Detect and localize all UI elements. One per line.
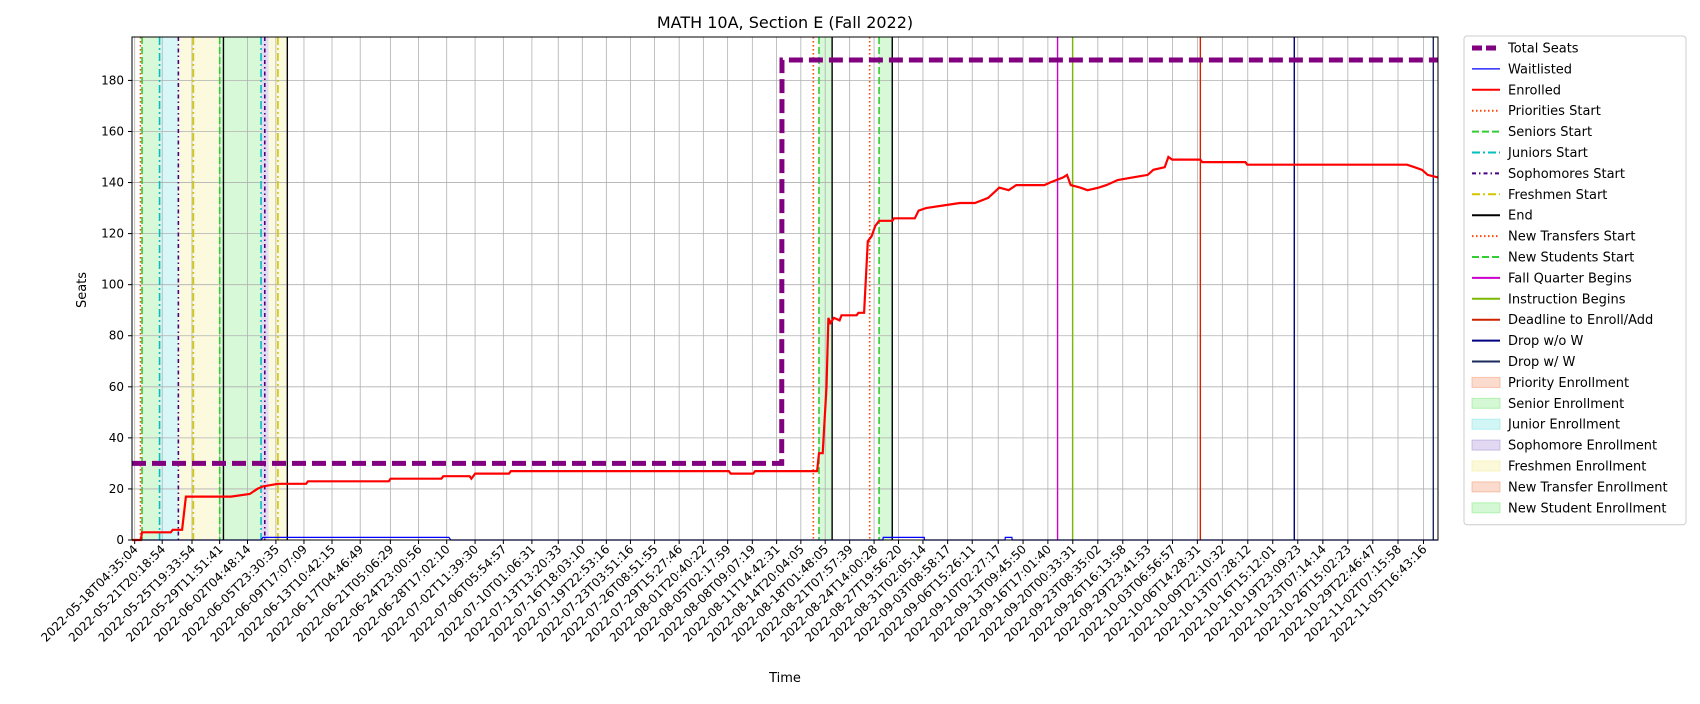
- legend-label: Freshmen Start: [1508, 188, 1607, 203]
- legend-label: Drop w/o W: [1508, 334, 1584, 349]
- y-tick-label: 40: [109, 431, 124, 445]
- enrollment-periods: [142, 37, 893, 540]
- series-waitlisted: [132, 536, 1438, 541]
- legend-label: Senior Enrollment: [1508, 397, 1624, 412]
- data-series: [132, 57, 1439, 542]
- legend-label: New Transfer Enrollment: [1508, 480, 1668, 495]
- chart-title: MATH 10A, Section E (Fall 2022): [657, 13, 913, 32]
- legend-box: [1463, 35, 1687, 526]
- enrollment-span: [178, 37, 220, 540]
- legend-label: Total Seats: [1507, 42, 1579, 57]
- legend: Total Seats Waitlisted Enrolled Priorities …: [1463, 35, 1687, 526]
- legend-label: Fall Quarter Begins: [1508, 271, 1632, 286]
- y-axis-ticks: 0 20 40 60 80 100 120 140 160 180: [101, 73, 132, 547]
- enrollment-span: [879, 37, 893, 540]
- legend-label: Sophomores Start: [1508, 167, 1625, 182]
- x-axis-label: Time: [768, 671, 801, 686]
- grid-lines: [132, 37, 1438, 541]
- legend-label: New Student Enrollment: [1508, 501, 1666, 516]
- legend-swatch: [1471, 439, 1501, 451]
- plot-frame: [131, 36, 1439, 541]
- legend-label: Drop w/ W: [1508, 355, 1576, 370]
- legend-swatch: [1471, 460, 1501, 472]
- y-tick-label: 160: [101, 124, 124, 138]
- legend-label: Seniors Start: [1508, 125, 1592, 140]
- legend-swatch: [1471, 376, 1501, 388]
- legend-label: Junior Enrollment: [1507, 418, 1620, 433]
- series-enrolled: [132, 155, 1439, 542]
- legend-label: New Transfers Start: [1508, 230, 1635, 245]
- y-tick-label: 80: [109, 329, 124, 343]
- series-total-seats: [132, 57, 1438, 466]
- y-tick-label: 0: [116, 533, 124, 547]
- enrollment-span: [261, 37, 269, 540]
- legend-label: Priority Enrollment: [1508, 376, 1629, 391]
- y-tick-label: 120: [101, 227, 124, 241]
- milestone-lines: [139, 37, 1435, 540]
- legend-label: Waitlisted: [1508, 62, 1572, 77]
- legend-swatch: [1471, 502, 1501, 514]
- y-tick-label: 100: [101, 278, 124, 292]
- legend-swatch: [1471, 418, 1501, 430]
- x-axis-ticks: 2022-05-18T04:35:042022-05-21T20:18:5420…: [38, 540, 1430, 645]
- legend-label: Sophomore Enrollment: [1508, 439, 1657, 454]
- legend-label: Priorities Start: [1508, 104, 1601, 119]
- legend-label: Juniors Start: [1507, 146, 1588, 161]
- y-tick-label: 20: [109, 482, 124, 496]
- legend-label: Instruction Begins: [1508, 292, 1626, 307]
- legend-label: End: [1508, 209, 1533, 224]
- y-tick-label: 60: [109, 380, 124, 394]
- enrollment-span: [219, 37, 262, 540]
- legend-swatch: [1471, 481, 1501, 493]
- y-tick-label: 140: [101, 176, 124, 190]
- legend-label: New Students Start: [1508, 251, 1634, 266]
- y-axis-label: Seats: [75, 272, 90, 308]
- enrollment-span: [159, 37, 179, 540]
- legend-label: Freshmen Enrollment: [1508, 460, 1646, 475]
- enrollment-span: [142, 37, 160, 540]
- legend-swatch: [1471, 397, 1501, 409]
- y-tick-label: 180: [101, 73, 124, 87]
- legend-label: Deadline to Enroll/Add: [1508, 313, 1653, 328]
- legend-label: Enrolled: [1508, 83, 1561, 98]
